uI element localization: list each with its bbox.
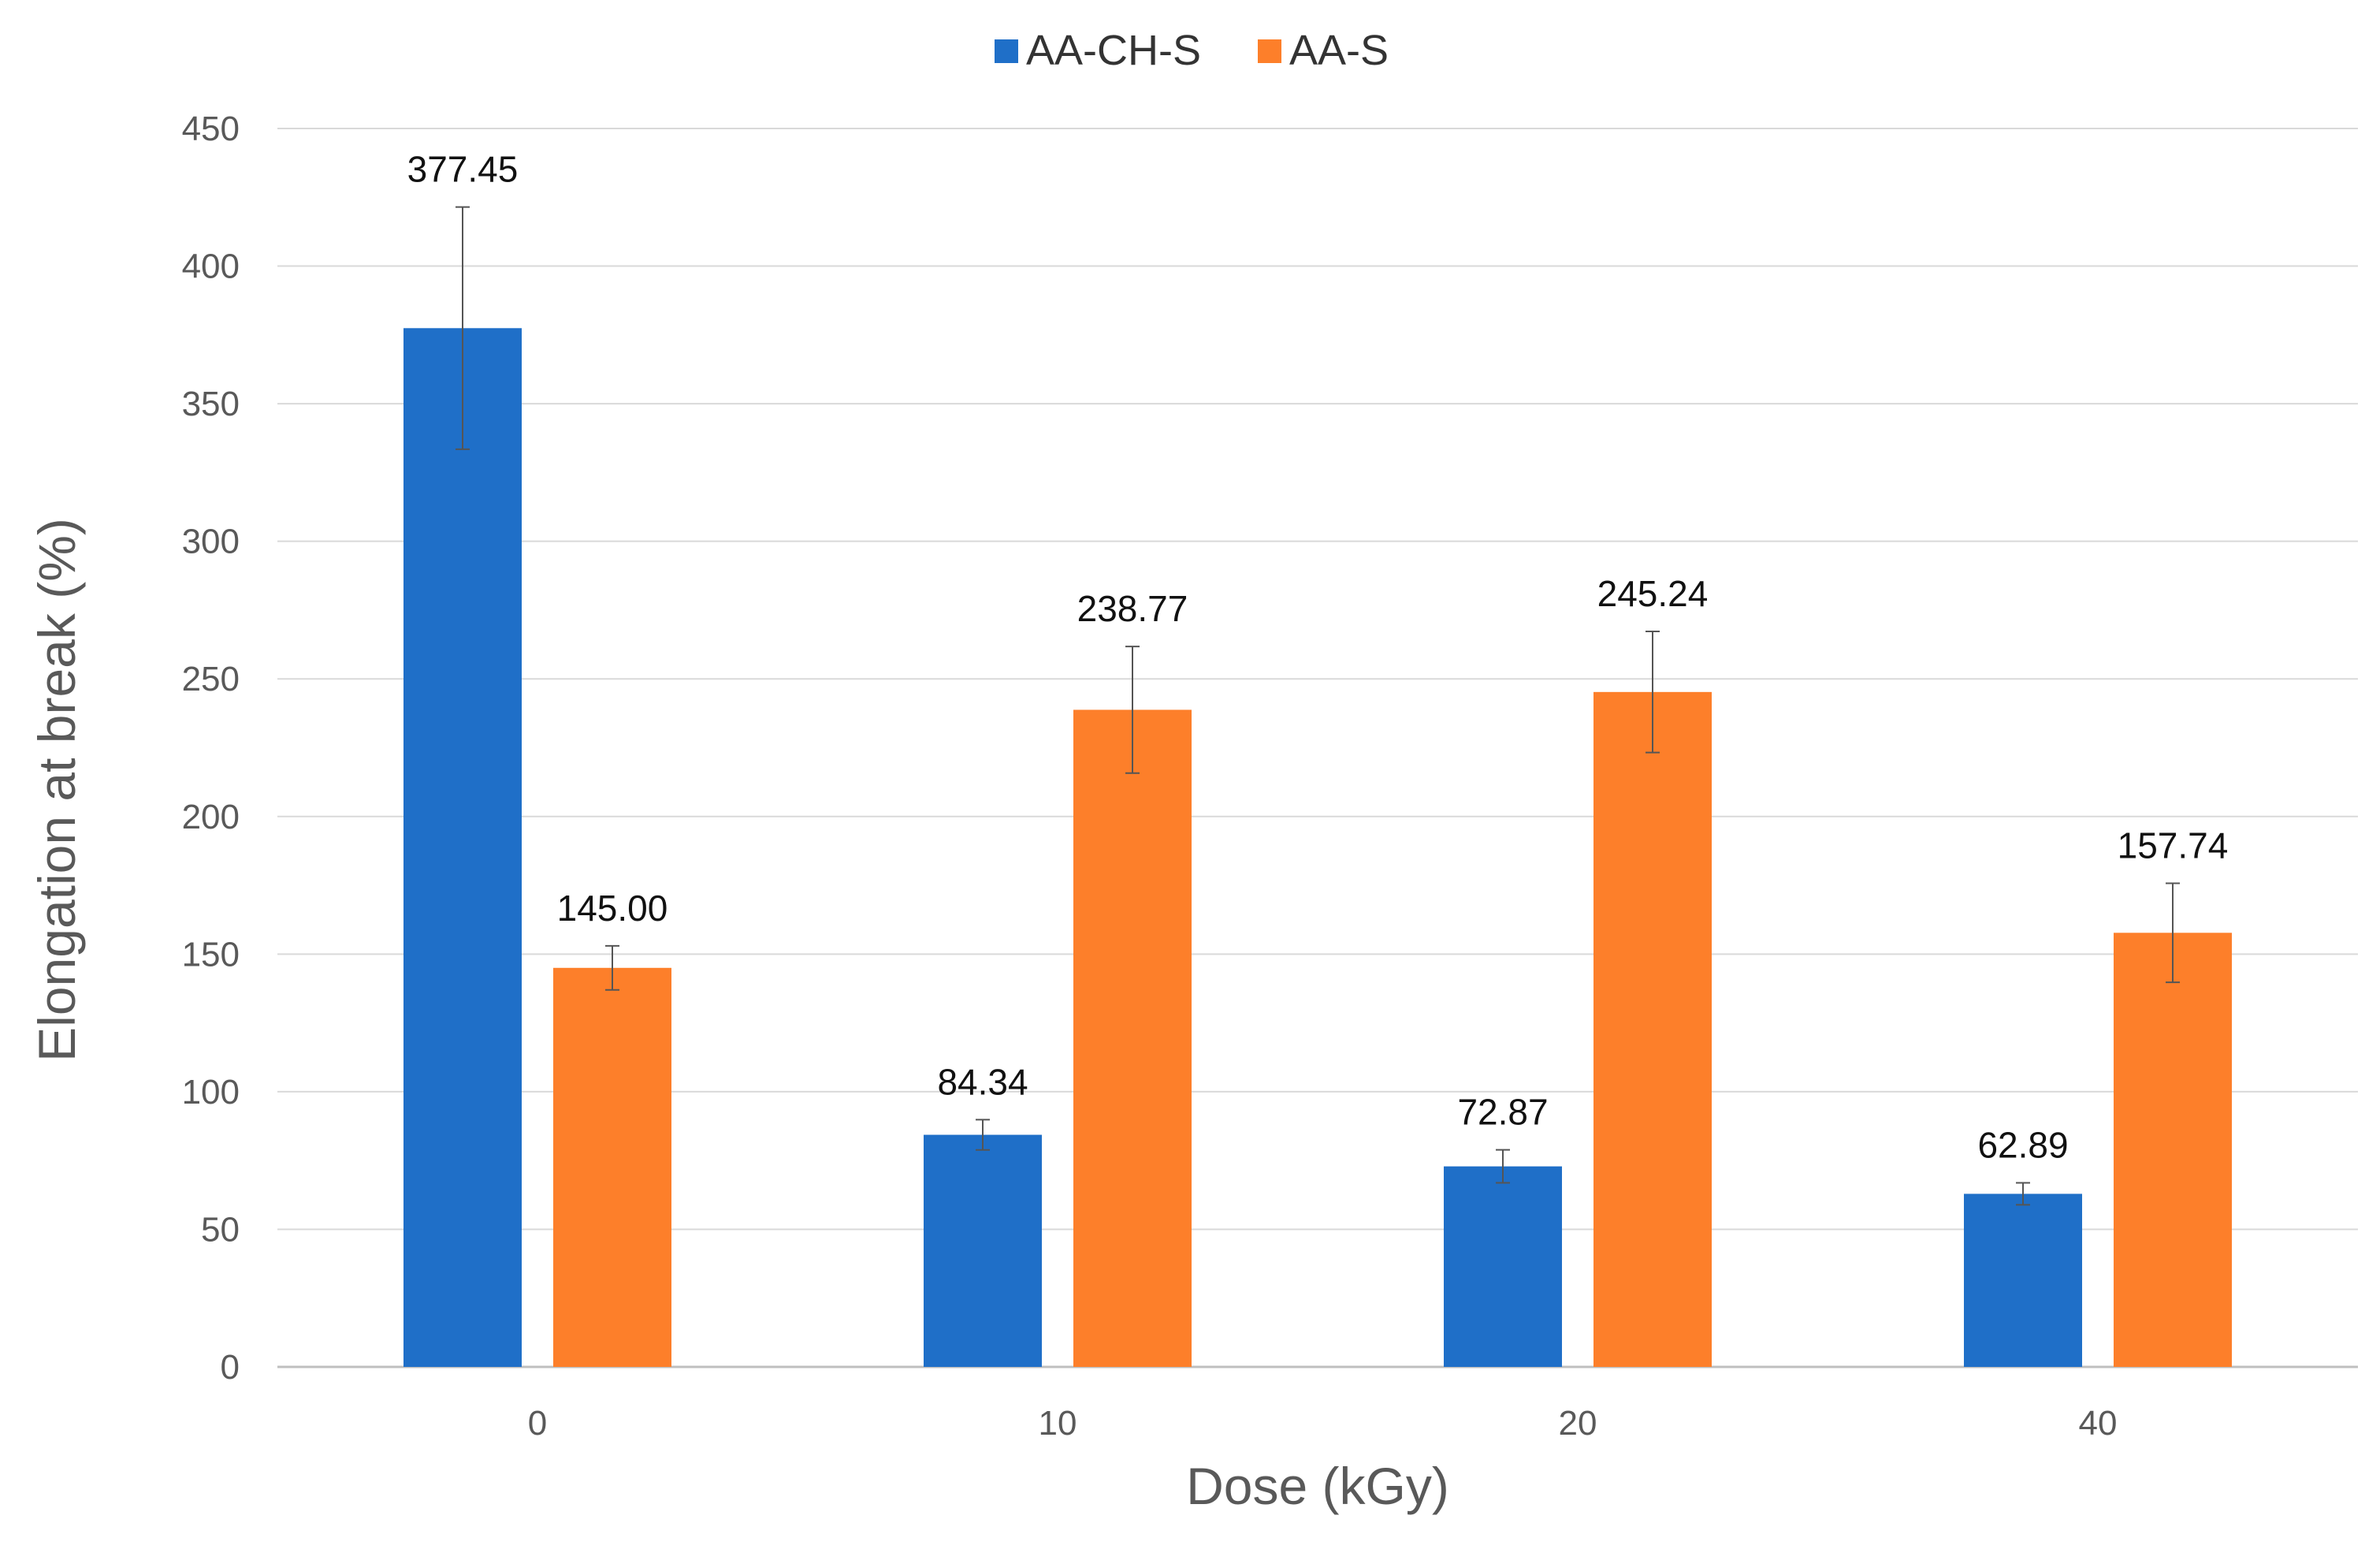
y-tick-label: 300 (182, 523, 240, 561)
legend-label-aa-s: AA-S (1289, 27, 1389, 74)
legend: AA-CH-S AA-S (995, 27, 1389, 74)
bar-aa-ch-s-10 (924, 1134, 1042, 1367)
data-label: 157.74 (2118, 825, 2229, 866)
data-label: 72.87 (1457, 1092, 1548, 1133)
y-tick-label: 100 (182, 1073, 240, 1111)
data-label: 84.34 (937, 1061, 1028, 1102)
y-tick-label: 400 (182, 248, 240, 286)
x-tick-label: 20 (1559, 1404, 1597, 1443)
x-tick-label: 0 (528, 1404, 547, 1443)
x-axis-title: Dose (kGy) (1186, 1457, 1449, 1515)
data-label: 245.24 (1597, 573, 1709, 614)
error-bars (456, 206, 2180, 1206)
bar-aa-ch-s-20 (1444, 1166, 1562, 1367)
x-tick-label: 10 (1039, 1404, 1077, 1443)
y-tick-label: 0 (221, 1348, 240, 1387)
legend-swatch-aa-ch-s (995, 39, 1018, 63)
y-tick-labels: 0 50 100 150 200 250 300 350 400 450 (182, 110, 240, 1387)
x-tick-labels: 0 10 20 40 (528, 1404, 2118, 1443)
data-label: 62.89 (1977, 1124, 2068, 1165)
bar-aa-s-0 (553, 967, 671, 1367)
bar-aa-ch-s-40 (1964, 1193, 2082, 1367)
bar-aa-ch-s-0 (403, 328, 522, 1367)
bar-aa-s-40 (2114, 933, 2232, 1367)
y-tick-label: 50 (201, 1210, 240, 1249)
y-tick-label: 350 (182, 385, 240, 423)
bar-aa-s-20 (1593, 691, 1712, 1367)
y-tick-label: 250 (182, 660, 240, 698)
x-tick-label: 40 (2079, 1404, 2118, 1443)
bars (403, 328, 2232, 1367)
y-tick-label: 450 (182, 110, 240, 148)
legend-swatch-aa-s (1258, 39, 1281, 63)
legend-label-aa-ch-s: AA-CH-S (1026, 27, 1201, 74)
y-axis-title: Elongation at break (%) (28, 518, 86, 1062)
y-tick-label: 150 (182, 935, 240, 974)
data-labels: 377.45 145.00 84.34 238.77 72.87 245.24 62.89 1… (407, 149, 2229, 1166)
data-label: 238.77 (1077, 588, 1188, 629)
y-tick-label: 200 (182, 798, 240, 836)
bar-aa-s-10 (1073, 709, 1192, 1367)
data-label: 145.00 (557, 888, 668, 929)
data-label: 377.45 (407, 149, 519, 190)
